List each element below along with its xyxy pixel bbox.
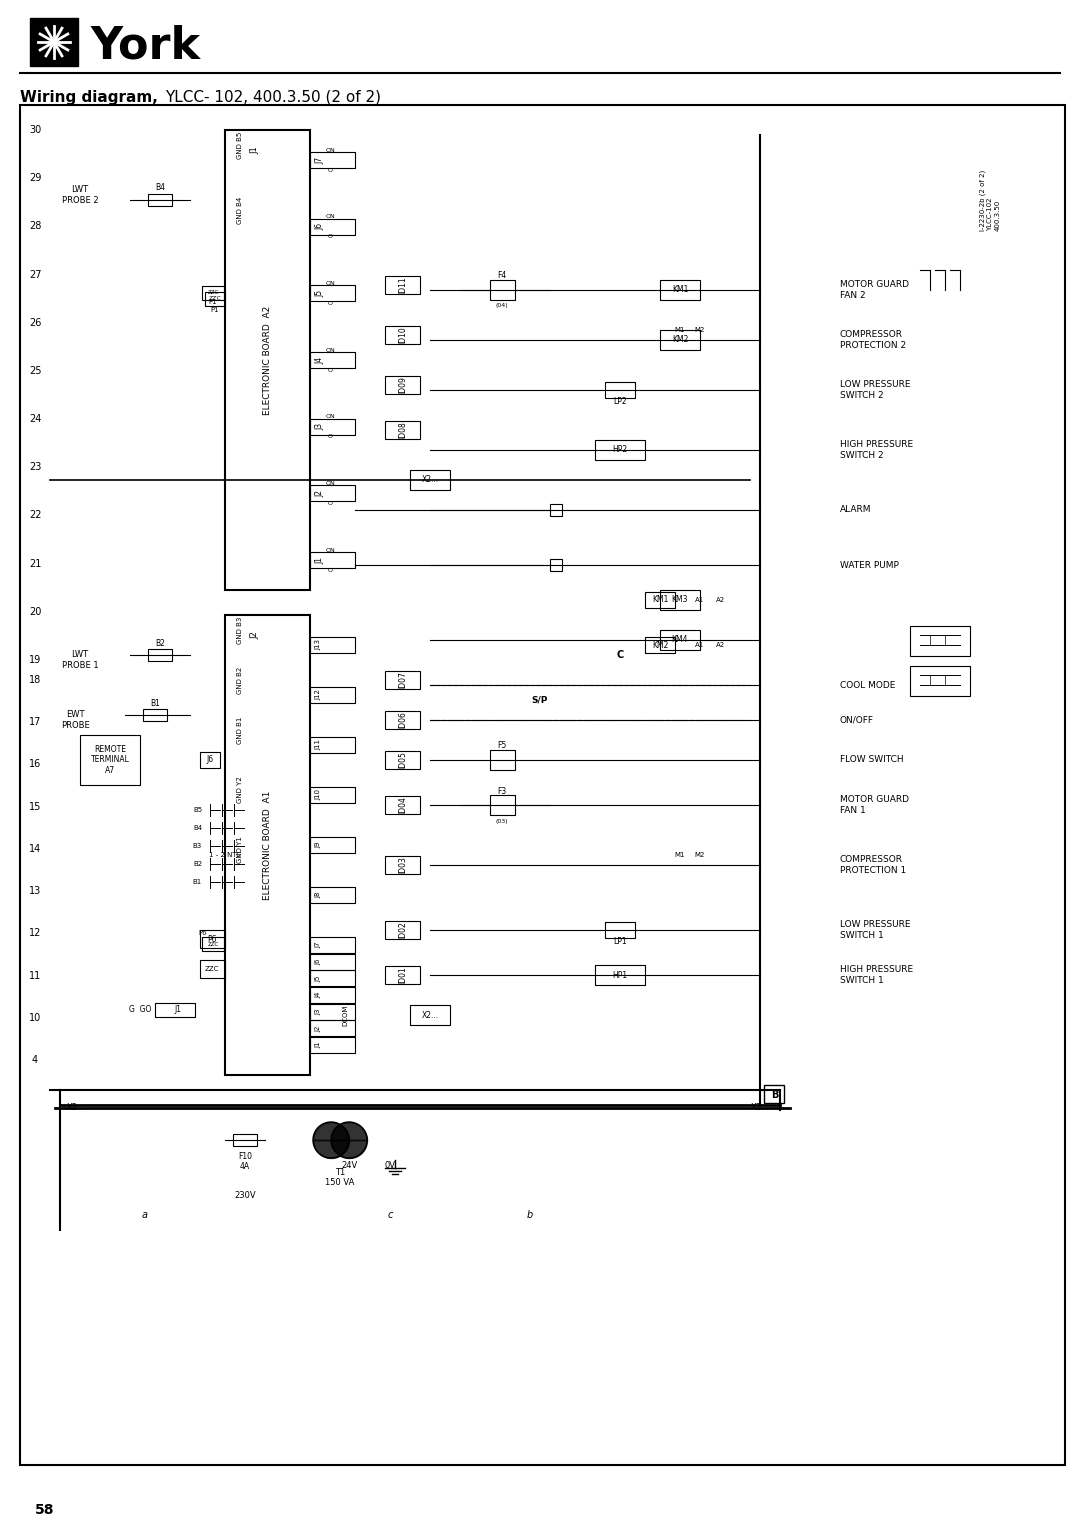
Text: 230V: 230V [234,1191,256,1200]
Bar [384,276,420,295]
Bar [200,930,225,948]
Text: YLCC- 102, 400.3.50 (2 of 2): YLCC- 102, 400.3.50 (2 of 2) [165,90,381,105]
Bar [910,626,970,657]
Bar [202,286,224,299]
Bar [490,750,515,770]
Text: LWT
PROBE 1: LWT PROBE 1 [62,651,98,670]
Bar [605,382,635,399]
Text: 26: 26 [29,318,41,328]
Text: ID06: ID06 [399,712,407,728]
Text: WATER PUMP: WATER PUMP [840,560,899,570]
Text: York: York [90,24,200,67]
Bar [310,970,355,986]
Text: P1: P1 [211,307,219,313]
Text: LP2: LP2 [613,397,626,406]
Bar [310,786,355,803]
Text: F10
4A: F10 4A [238,1151,252,1171]
Bar [310,1037,355,1054]
Text: ON: ON [325,414,335,420]
Text: O: O [327,234,333,240]
Text: KM2: KM2 [672,336,688,345]
Text: B2: B2 [156,638,165,647]
Text: X2...: X2... [751,1104,770,1113]
Text: 10: 10 [29,1012,41,1023]
Text: B2: B2 [193,861,202,867]
Text: 58: 58 [35,1503,54,1516]
Bar [143,709,167,721]
Text: J2: J2 [315,490,324,496]
Text: ID03: ID03 [399,857,407,873]
Text: HIGH PRESSURE
SWITCH 2: HIGH PRESSURE SWITCH 2 [840,440,913,460]
Bar [310,637,355,654]
Text: GND Y2: GND Y2 [237,777,243,803]
Text: A1: A1 [696,641,704,647]
Text: A1: A1 [696,597,704,603]
Bar [156,1003,195,1017]
Text: J7: J7 [315,942,321,948]
Bar [148,194,172,206]
Text: 16: 16 [29,759,41,770]
Text: KM3: KM3 [672,596,688,605]
Bar [310,1020,355,1037]
Text: B4: B4 [156,183,165,192]
Text: 4: 4 [32,1055,38,1064]
Text: 0V: 0V [384,1161,395,1170]
Text: LWT
PROBE 2: LWT PROBE 2 [62,185,98,205]
Text: 19: 19 [29,655,41,664]
Bar [310,1003,355,1020]
Text: GND B1: GND B1 [237,716,243,744]
Text: J1: J1 [315,1041,321,1048]
Text: FLOW SWITCH: FLOW SWITCH [840,756,904,765]
Text: a: a [141,1209,148,1220]
Text: 14: 14 [29,844,41,854]
Text: ON: ON [325,281,335,286]
Text: B5: B5 [193,806,202,812]
Bar [310,837,355,854]
Text: ELECTRONIC BOARD  A2: ELECTRONIC BOARD A2 [264,305,272,415]
Text: ON: ON [325,148,335,153]
Bar [310,418,355,435]
Bar [605,922,635,938]
Text: ID09: ID09 [399,376,407,394]
Text: KM2: KM2 [652,640,669,649]
Text: J10: J10 [315,789,321,800]
Text: X2...: X2... [421,1011,438,1020]
Text: O: O [327,301,333,305]
Text: GND B5: GND B5 [237,131,243,159]
Text: GND B3: GND B3 [237,617,243,644]
Bar [205,292,225,305]
Text: B1: B1 [192,880,202,886]
Bar [384,670,420,689]
Text: ID10: ID10 [399,327,407,344]
Bar [910,666,970,696]
Text: 30: 30 [29,125,41,134]
Text: I-2230-2b (2 of 2)
YLCC-102
400.3.50: I-2230-2b (2 of 2) YLCC-102 400.3.50 [980,169,1000,231]
Bar [660,631,700,651]
Text: G  GO: G GO [129,1005,151,1014]
Bar [30,18,78,66]
Text: O: O [327,168,333,173]
Text: ZZC: ZZC [207,290,218,296]
Bar [225,615,310,1075]
Bar [310,887,355,902]
Text: J4: J4 [315,993,321,999]
Text: J6: J6 [315,223,324,231]
Bar [310,286,355,301]
Text: (04): (04) [496,304,509,308]
Text: ON: ON [325,348,335,353]
Text: GND Y1: GND Y1 [237,837,243,863]
Text: 24V: 24V [342,1161,359,1170]
Text: ID02: ID02 [399,921,407,939]
Text: J3: J3 [315,1008,321,1015]
Text: 29: 29 [29,173,41,183]
Text: J5: J5 [315,290,324,296]
Text: MOTOR GUARD
FAN 2: MOTOR GUARD FAN 2 [840,281,909,299]
Bar [233,1135,257,1145]
Bar [645,592,675,608]
Text: HIGH PRESSURE
SWITCH 1: HIGH PRESSURE SWITCH 1 [840,965,913,985]
Bar [595,965,645,985]
Bar [80,734,140,785]
Bar [490,796,515,815]
Bar [310,218,355,235]
Text: c: c [388,1209,393,1220]
